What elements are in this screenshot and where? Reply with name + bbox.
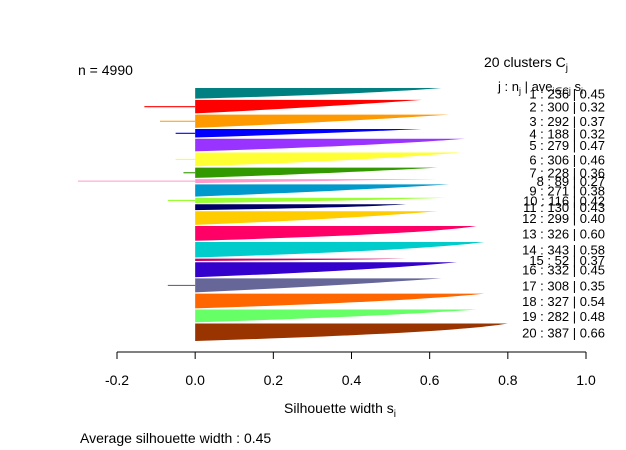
x-axis-title: Silhouette width si (284, 400, 396, 420)
x-axis-title-subscript: i (394, 409, 396, 420)
sample-size-label: n = 4990 (78, 62, 133, 78)
legend-row-18: 18 : 327 | 0.54 (522, 294, 605, 309)
legend-row-7: 7 : 228 | 0.36 (529, 166, 605, 181)
legend-header-average-subscript: i∈Cj (553, 86, 571, 96)
silhouette-bars (77, 88, 508, 341)
legend-row-5: 5 : 279 | 0.47 (529, 138, 605, 153)
legend-row-13: 13 : 326 | 0.60 (522, 226, 605, 241)
legend-row-15: 15 : 52 | 0.37 (529, 253, 605, 268)
silhouette-band-13 (195, 226, 477, 241)
silhouette-band-2 (195, 99, 422, 114)
legend-title-text: 20 clusters C (484, 54, 566, 70)
legend-header-width: s (571, 79, 582, 94)
legend-row-8: 8 : 89 | 0.27 (537, 174, 605, 189)
legend-row-3: 3 : 292 | 0.37 (529, 114, 605, 129)
x-axis: -0.2 0.0 0.2 0.4 0.6 0.8 1.0 (105, 351, 596, 388)
silhouette-band-10 (195, 197, 446, 204)
legend-row-6: 6 : 306 | 0.46 (529, 152, 605, 167)
legend-header-cluster-subscript: j (518, 86, 521, 96)
legend-title: 20 clusters Cj (484, 54, 568, 74)
legend-row-16: 16 : 332 | 0.45 (522, 263, 605, 278)
legend-row-17: 17 : 308 | 0.35 (522, 278, 605, 293)
legend-header-width-subscript: i (581, 86, 583, 96)
legend-row-12: 12 : 299 | 0.40 (522, 211, 605, 226)
x-axis-title-text: Silhouette width s (284, 400, 394, 416)
silhouette-band-1 (195, 88, 442, 99)
x-tick-label: 1.0 (576, 372, 596, 388)
silhouette-band-7 (195, 167, 438, 178)
x-tick-label: 0.2 (264, 372, 284, 388)
silhouette-band-20 (195, 323, 508, 341)
silhouette-band-17 (195, 278, 442, 293)
silhouette-band-14 (195, 241, 485, 258)
silhouette-band-19 (195, 309, 477, 323)
silhouette-band-5 (195, 138, 465, 152)
average-silhouette-footer: Average silhouette width : 0.45 (80, 430, 271, 446)
legend-row-11: 11 : 130 | 0.43 (523, 200, 605, 215)
x-tick-label: 0.0 (185, 372, 205, 388)
silhouette-band-15 (195, 258, 407, 262)
x-tick-label: 0.6 (420, 372, 440, 388)
silhouette-band-3 (195, 114, 450, 128)
x-tick-label: -0.2 (105, 372, 129, 388)
silhouette-band-11 (195, 204, 407, 211)
legend-row-10: 10 : 116 | 0.42 (523, 193, 605, 208)
legend-row-19: 19 : 282 | 0.48 (522, 309, 605, 324)
silhouette-band-18 (195, 293, 485, 309)
silhouette-band-16 (195, 262, 458, 278)
legend-title-subscript: j (565, 63, 568, 74)
legend-header-average: | ave (521, 79, 553, 94)
legend-row-2: 2 : 300 | 0.32 (529, 100, 605, 115)
legend-row-14: 14 : 343 | 0.58 (522, 243, 605, 258)
legend-row-1: 1 : 236 | 0.45 (529, 86, 605, 101)
silhouette-band-12 (195, 211, 438, 225)
legend-row-9: 9 : 271 | 0.38 (529, 183, 605, 198)
silhouette-band-4 (195, 129, 422, 138)
legend-row-4: 4 : 188 | 0.32 (529, 126, 605, 141)
x-tick-label: 0.8 (498, 372, 518, 388)
legend-header: j : nj | avei∈Cj si (497, 79, 583, 96)
legend-header-cluster: j : n (497, 79, 519, 94)
silhouette-band-9 (195, 184, 450, 197)
x-tick-label: 0.4 (342, 372, 362, 388)
silhouette-band-8 (195, 179, 438, 184)
legend-row-20: 20 : 387 | 0.66 (522, 325, 605, 340)
cluster-legend: 1 : 236 | 0.452 : 300 | 0.323 : 292 | 0.… (522, 86, 605, 340)
silhouette-band-6 (195, 152, 461, 167)
